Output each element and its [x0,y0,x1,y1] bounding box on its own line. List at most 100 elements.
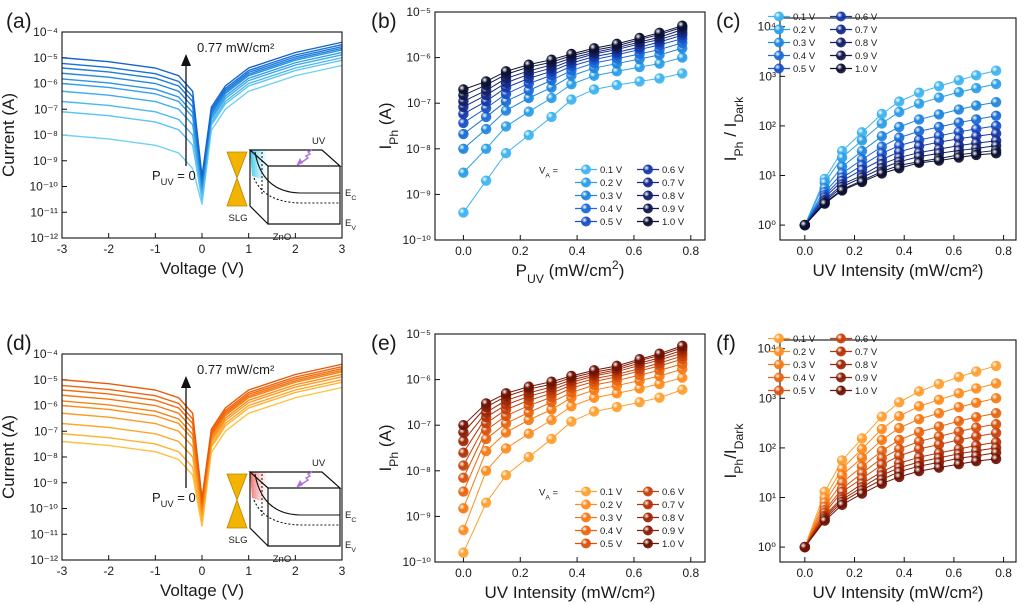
arrow-label-part: = 0 [174,168,196,183]
legend-label: 0.7 V [662,178,685,189]
series-line [61,51,343,190]
marker [654,58,665,69]
y-tick-label: 10⁻¹¹ [30,527,58,541]
marker [500,121,512,132]
y-tick-label: 10⁻⁷ [34,102,58,116]
marker [894,410,905,422]
marker [913,386,925,397]
y-tick-label: 10⁻⁶ [33,77,58,91]
legend-label: 0.8 V [662,191,685,202]
marker [458,117,469,129]
marker [876,478,888,489]
y-axis-label: IPh (A) [376,424,401,471]
x-tick-label: 0.8 [995,244,1012,258]
marker [953,415,965,427]
y-tick-label: 10⁻⁵ [406,327,431,341]
marker [654,378,665,390]
marker [634,76,645,87]
series-line [61,379,343,517]
marker [971,422,982,433]
legend-marker [774,50,784,61]
x-tick-label: 0.6 [946,244,963,258]
legend-label: 0.4 V [600,204,623,215]
marker [458,128,469,140]
legend-label: 0.1 V [600,487,623,498]
marker [566,79,577,90]
marker [894,471,905,483]
marker [588,365,600,376]
y-axis-label-part: / I [721,123,740,142]
marker [990,427,1002,439]
marker [894,106,905,118]
valence-band [253,499,340,526]
legend-title-part: A [545,494,550,501]
legend-title-part: = [550,488,559,499]
marker [523,381,534,392]
x-tick-label: 0.8 [682,244,699,258]
y-tick-label: 10⁴ [757,20,776,34]
marker [856,135,868,146]
y-tick-label: 10⁻¹¹ [30,205,58,219]
x-axis-label-part: ) [619,261,625,280]
marker [634,32,645,44]
legend-label: 0.7 V [855,347,878,358]
legend-marker [643,538,653,549]
legend-marker [581,486,591,497]
x-tick-label: 3 [339,564,346,578]
arrow-label-part: = 0 [174,490,196,505]
marker [611,79,623,91]
marker [523,92,534,104]
marker [836,455,848,466]
legend-marker [836,385,846,396]
legend-label: 1.0 V [855,64,878,75]
marker [588,406,600,417]
y-axis-label: IPh (A) [376,102,401,149]
inset-label-part: C [351,195,356,202]
legend-marker [581,499,591,510]
marker [566,401,577,412]
legend-label: 0.4 V [793,51,816,62]
marker [523,414,534,426]
marker [913,465,925,477]
marker [894,422,905,434]
x-tick-label: 0.6 [626,566,643,580]
series-line [61,59,343,201]
marker [913,126,925,137]
panel-label: (f) [716,332,736,355]
y-tick-label: 10⁻⁴ [33,347,58,361]
legend-marker [836,372,846,383]
inset-label-part: E [345,540,351,551]
marker [654,348,665,359]
y-tick-label: 10⁻⁶ [406,373,431,387]
y-tick-label: 10⁻⁹ [406,187,431,201]
x-tick-label: 2 [292,242,299,256]
marker [894,163,905,174]
legend-marker [643,164,653,175]
x-tick-label: 0.0 [796,244,813,258]
marker [799,219,811,231]
series-line [61,54,343,193]
x-tick-label: 0.4 [569,244,586,258]
legend-marker [774,37,784,48]
legend-label: 0.5 V [600,539,623,550]
legend-label: 0.3 V [793,360,816,371]
y-axis-label-part: (A) [376,102,395,129]
arrow-label-part: UV [161,177,175,187]
marker [611,66,623,77]
marker [523,129,534,141]
legend-label: 0.6 V [662,165,685,176]
x-axis-label-part: 2 [612,258,619,272]
panel-label: (d) [6,332,32,355]
conduction-band [254,473,340,516]
plot-frame [61,31,343,239]
legend-label: 0.7 V [662,500,685,511]
arrow-label: PUV = 0 [152,168,196,187]
marker [566,416,577,427]
inset-label: EC [345,510,356,524]
x-tick-label: 0 [199,564,206,578]
marker [953,86,965,98]
marker [480,497,492,508]
marker [953,434,965,446]
series-line [61,64,343,205]
x-axis-label: Voltage (V) [160,259,244,278]
